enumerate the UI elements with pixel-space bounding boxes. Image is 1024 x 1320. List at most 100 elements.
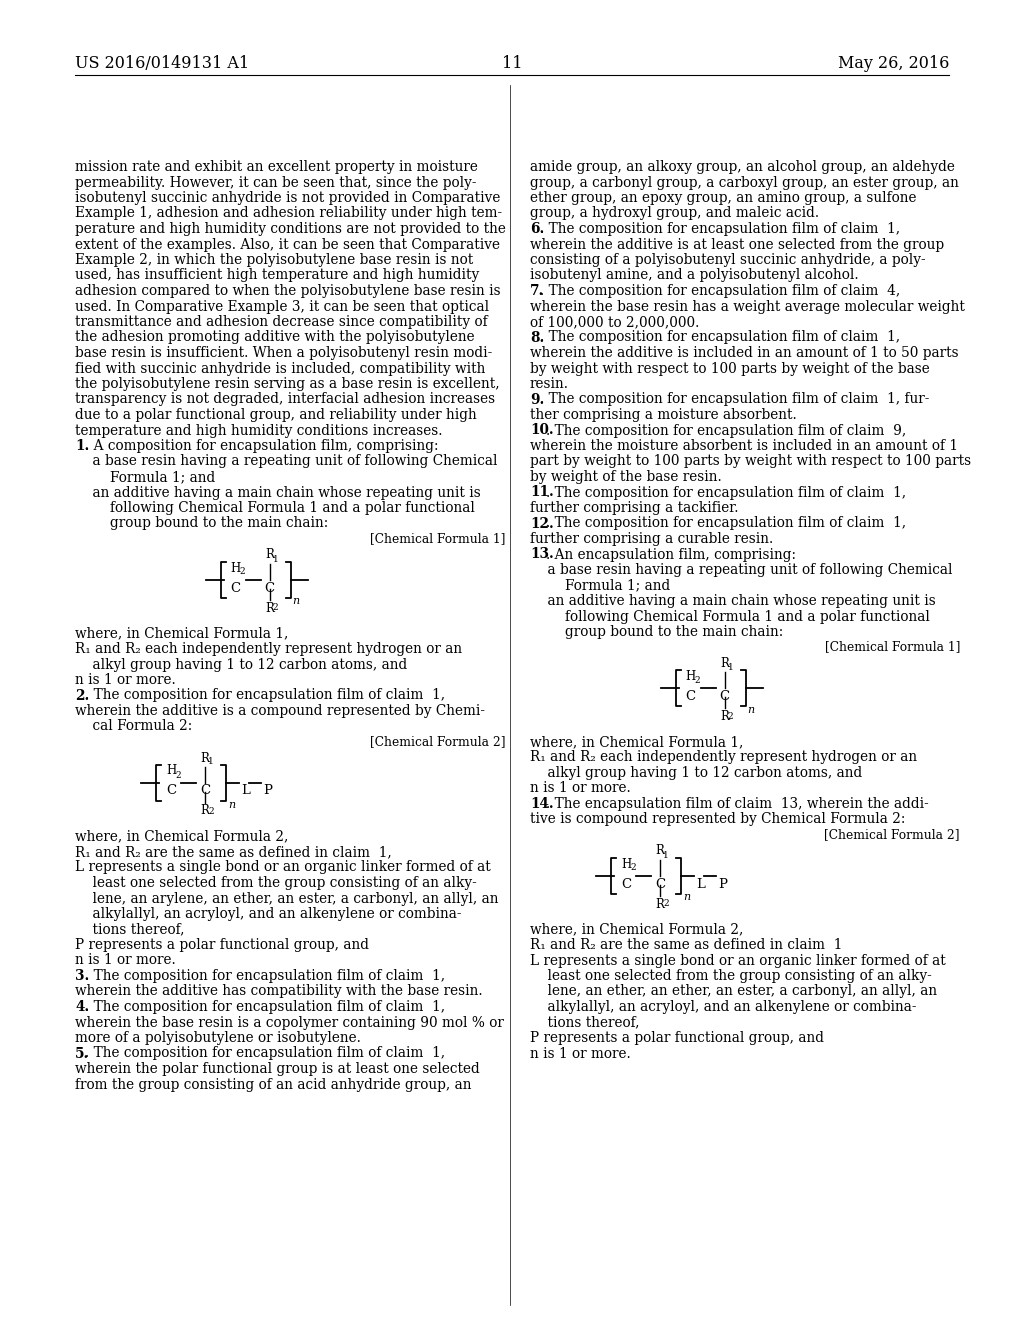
Text: further comprising a tackifier.: further comprising a tackifier. <box>530 502 738 515</box>
Text: C: C <box>230 582 241 594</box>
Text: ether group, an epoxy group, an amino group, a sulfone: ether group, an epoxy group, an amino gr… <box>530 191 916 205</box>
Text: where, in Chemical Formula 1,: where, in Chemical Formula 1, <box>75 627 289 640</box>
Text: R₁ and R₂ each independently represent hydrogen or an: R₁ and R₂ each independently represent h… <box>530 751 918 764</box>
Text: n is 1 or more.: n is 1 or more. <box>75 673 176 686</box>
Text: following Chemical Formula 1 and a polar functional: following Chemical Formula 1 and a polar… <box>75 502 475 515</box>
Text: mission rate and exhibit an excellent property in moisture: mission rate and exhibit an excellent pr… <box>75 160 478 174</box>
Text: wherein the additive is at least one selected from the group: wherein the additive is at least one sel… <box>530 238 944 252</box>
Text: the adhesion promoting additive with the polyisobutylene: the adhesion promoting additive with the… <box>75 330 475 345</box>
Text: n is 1 or more.: n is 1 or more. <box>530 781 631 796</box>
Text: . The composition for encapsulation film of claim  1,: . The composition for encapsulation film… <box>540 222 900 236</box>
Text: . The composition for encapsulation film of claim  1,: . The composition for encapsulation film… <box>85 689 444 702</box>
Text: alkylallyl, an acryloyl, and an alkenylene or combina-: alkylallyl, an acryloyl, and an alkenyle… <box>75 907 462 921</box>
Text: alkyl group having 1 to 12 carbon atoms, and: alkyl group having 1 to 12 carbon atoms,… <box>75 657 408 672</box>
Text: R₁ and R₂ are the same as defined in claim  1,: R₁ and R₂ are the same as defined in cla… <box>75 845 392 859</box>
Text: isobutenyl amine, and a polyisobutenyl alcohol.: isobutenyl amine, and a polyisobutenyl a… <box>530 268 859 282</box>
Text: R: R <box>265 549 274 561</box>
Text: 2: 2 <box>728 711 733 721</box>
Text: adhesion compared to when the polyisobutylene base resin is: adhesion compared to when the polyisobut… <box>75 284 501 298</box>
Text: amide group, an alkoxy group, an alcohol group, an aldehyde: amide group, an alkoxy group, an alcohol… <box>530 160 954 174</box>
Text: 1: 1 <box>664 850 669 859</box>
Text: US 2016/0149131 A1: US 2016/0149131 A1 <box>75 55 249 73</box>
Text: [Chemical Formula 2]: [Chemical Formula 2] <box>824 828 961 841</box>
Text: a base resin having a repeating unit of following Chemical: a base resin having a repeating unit of … <box>530 564 952 577</box>
Text: 2: 2 <box>175 771 181 780</box>
Text: H: H <box>621 858 631 870</box>
Text: ther comprising a moisture absorbent.: ther comprising a moisture absorbent. <box>530 408 797 422</box>
Text: [Chemical Formula 1]: [Chemical Formula 1] <box>824 640 961 653</box>
Text: resin.: resin. <box>530 378 569 391</box>
Text: Formula 1; and: Formula 1; and <box>530 578 671 593</box>
Text: 1: 1 <box>728 663 733 672</box>
Text: R₁ and R₂ each independently represent hydrogen or an: R₁ and R₂ each independently represent h… <box>75 642 462 656</box>
Text: 3.: 3. <box>75 969 89 983</box>
Text: R: R <box>201 751 210 764</box>
Text: least one selected from the group consisting of an alky-: least one selected from the group consis… <box>530 969 932 983</box>
Text: n: n <box>293 597 300 606</box>
Text: Example 1, adhesion and adhesion reliability under high tem-: Example 1, adhesion and adhesion reliabi… <box>75 206 502 220</box>
Text: transparency is not degraded, interfacial adhesion increases: transparency is not degraded, interfacia… <box>75 392 496 407</box>
Text: tive is compound represented by Chemical Formula 2:: tive is compound represented by Chemical… <box>530 813 905 826</box>
Text: . The composition for encapsulation film of claim  4,: . The composition for encapsulation film… <box>540 284 900 298</box>
Text: P: P <box>263 784 272 797</box>
Text: 2: 2 <box>664 899 669 908</box>
Text: R: R <box>655 898 665 911</box>
Text: 1: 1 <box>208 758 214 767</box>
Text: base resin is insufficient. When a polyisobutenyl resin modi-: base resin is insufficient. When a polyi… <box>75 346 493 360</box>
Text: 6.: 6. <box>530 222 544 236</box>
Text: permeability. However, it can be seen that, since the poly-: permeability. However, it can be seen th… <box>75 176 476 190</box>
Text: R₁ and R₂ are the same as defined in claim  1: R₁ and R₂ are the same as defined in cla… <box>530 939 843 952</box>
Text: where, in Chemical Formula 2,: where, in Chemical Formula 2, <box>530 923 743 936</box>
Text: following Chemical Formula 1 and a polar functional: following Chemical Formula 1 and a polar… <box>530 610 930 623</box>
Text: 2: 2 <box>208 807 214 816</box>
Text: . The encapsulation film of claim  13, wherein the addi-: . The encapsulation film of claim 13, wh… <box>546 797 929 810</box>
Text: more of a polyisobutylene or isobutylene.: more of a polyisobutylene or isobutylene… <box>75 1031 360 1045</box>
Text: L: L <box>696 878 705 891</box>
Text: lene, an arylene, an ether, an ester, a carbonyl, an allyl, an: lene, an arylene, an ether, an ester, a … <box>75 891 499 906</box>
Text: 13.: 13. <box>530 548 554 561</box>
Text: wherein the base resin has a weight average molecular weight: wherein the base resin has a weight aver… <box>530 300 965 314</box>
Text: n is 1 or more.: n is 1 or more. <box>530 1047 631 1060</box>
Text: 5.: 5. <box>75 1047 89 1060</box>
Text: tions thereof,: tions thereof, <box>530 1015 640 1030</box>
Text: fied with succinic anhydride is included, compatibility with: fied with succinic anhydride is included… <box>75 362 485 375</box>
Text: the polyisobutylene resin serving as a base resin is excellent,: the polyisobutylene resin serving as a b… <box>75 378 500 391</box>
Text: least one selected from the group consisting of an alky-: least one selected from the group consis… <box>75 876 477 890</box>
Text: C: C <box>655 878 665 891</box>
Text: L represents a single bond or an organic linker formed of at: L represents a single bond or an organic… <box>75 861 490 874</box>
Text: n: n <box>748 705 755 715</box>
Text: an additive having a main chain whose repeating unit is: an additive having a main chain whose re… <box>75 486 480 499</box>
Text: [Chemical Formula 1]: [Chemical Formula 1] <box>370 532 505 545</box>
Text: R: R <box>720 710 729 723</box>
Text: an additive having a main chain whose repeating unit is: an additive having a main chain whose re… <box>530 594 936 609</box>
Text: wherein the moisture absorbent is included in an amount of 1: wherein the moisture absorbent is includ… <box>530 440 958 453</box>
Text: wherein the base resin is a copolymer containing 90 mol % or: wherein the base resin is a copolymer co… <box>75 1015 504 1030</box>
Text: by weight of the base resin.: by weight of the base resin. <box>530 470 722 484</box>
Text: . The composition for encapsulation film of claim  1,: . The composition for encapsulation film… <box>540 330 900 345</box>
Text: 7.: 7. <box>530 284 544 298</box>
Text: cal Formula 2:: cal Formula 2: <box>75 719 193 734</box>
Text: extent of the examples. Also, it can be seen that Comparative: extent of the examples. Also, it can be … <box>75 238 500 252</box>
Text: 2: 2 <box>694 676 700 685</box>
Text: L: L <box>241 784 250 797</box>
Text: R: R <box>655 845 665 858</box>
Text: alkylallyl, an acryloyl, and an alkenylene or combina-: alkylallyl, an acryloyl, and an alkenyle… <box>530 1001 916 1014</box>
Text: 2.: 2. <box>75 689 89 702</box>
Text: a base resin having a repeating unit of following Chemical: a base resin having a repeating unit of … <box>75 454 498 469</box>
Text: . The composition for encapsulation film of claim  1,: . The composition for encapsulation film… <box>546 486 905 499</box>
Text: 2: 2 <box>630 863 636 873</box>
Text: temperature and high humidity conditions increases.: temperature and high humidity conditions… <box>75 424 442 437</box>
Text: used. In Comparative Example 3, it can be seen that optical: used. In Comparative Example 3, it can b… <box>75 300 489 314</box>
Text: Formula 1; and: Formula 1; and <box>75 470 215 484</box>
Text: R: R <box>201 804 210 817</box>
Text: from the group consisting of an acid anhydride group, an: from the group consisting of an acid anh… <box>75 1077 471 1092</box>
Text: further comprising a curable resin.: further comprising a curable resin. <box>530 532 773 546</box>
Text: perature and high humidity conditions are not provided to the: perature and high humidity conditions ar… <box>75 222 506 236</box>
Text: where, in Chemical Formula 2,: where, in Chemical Formula 2, <box>75 829 289 843</box>
Text: by weight with respect to 100 parts by weight of the base: by weight with respect to 100 parts by w… <box>530 362 930 375</box>
Text: lene, an ether, an ether, an ester, a carbonyl, an allyl, an: lene, an ether, an ether, an ester, a ca… <box>530 985 937 998</box>
Text: P represents a polar functional group, and: P represents a polar functional group, a… <box>75 939 369 952</box>
Text: of 100,000 to 2,000,000.: of 100,000 to 2,000,000. <box>530 315 699 329</box>
Text: where, in Chemical Formula 1,: where, in Chemical Formula 1, <box>530 735 743 748</box>
Text: n is 1 or more.: n is 1 or more. <box>75 953 176 968</box>
